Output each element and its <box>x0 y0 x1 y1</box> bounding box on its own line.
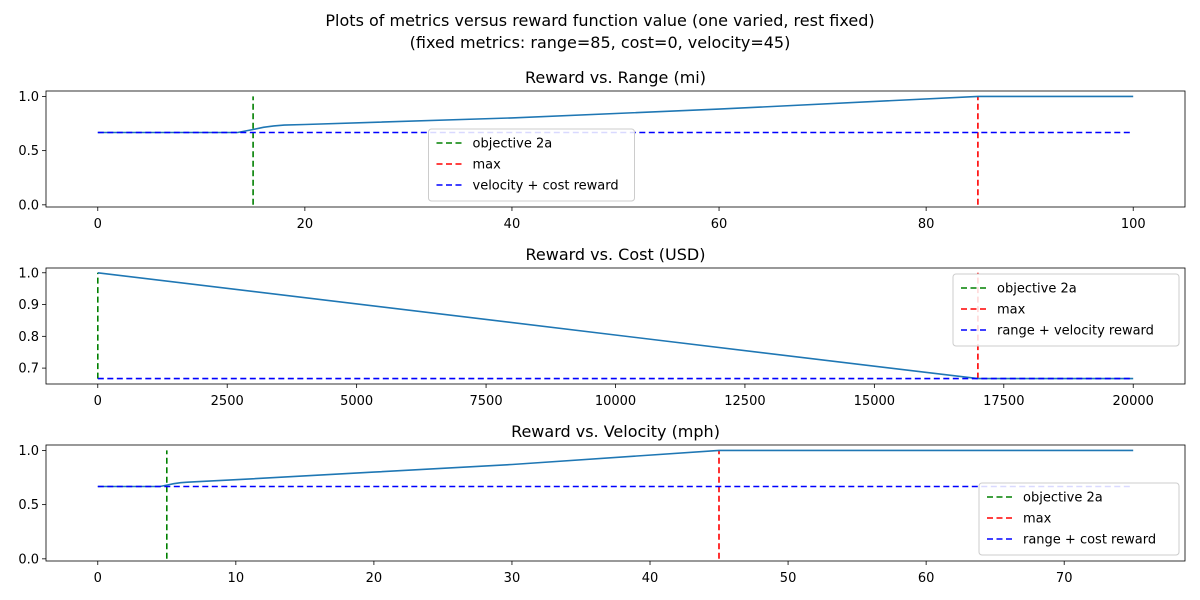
x-tick-label: 20000 <box>1113 394 1154 409</box>
y-tick-label: 0.5 <box>18 144 39 159</box>
legend-label: velocity + cost reward <box>473 179 619 194</box>
x-tick-label: 15000 <box>854 394 895 409</box>
plot-frame <box>45 90 1186 208</box>
x-tick-label: 60 <box>711 217 728 232</box>
x-tick-label: 2500 <box>211 394 244 409</box>
legend-label: objective 2a <box>997 282 1077 297</box>
legend: objective 2a max range + velocity reward <box>952 273 1180 347</box>
subplot-3: Reward vs. Velocity (mph) 0 10 20 30 40 50 60 70… <box>18 422 1186 586</box>
x-tick-label: 7500 <box>470 394 503 409</box>
series-curve-line <box>97 449 1134 488</box>
legend-box <box>978 482 1180 556</box>
x-tick-label: 100 <box>1121 217 1146 232</box>
subplot-title: Reward vs. Velocity (mph) <box>511 422 720 441</box>
y-tick-label: 0.9 <box>18 298 39 313</box>
x-tick-label: 12500 <box>724 394 765 409</box>
subplot-title: Reward vs. Range (mi) <box>525 68 706 87</box>
y-tick-label: 1.0 <box>18 90 39 105</box>
y-tick-label: 0.7 <box>18 362 39 377</box>
legend-label: objective 2a <box>1023 491 1103 506</box>
x-tick-label: 50 <box>780 571 797 586</box>
x-tick-label: 0 <box>94 394 102 409</box>
legend: objective 2a max velocity + cost reward <box>428 128 635 202</box>
x-tick-label: 10 <box>228 571 245 586</box>
x-tick-label: 40 <box>504 217 521 232</box>
plot-frame <box>45 444 1186 562</box>
legend-label: max <box>1023 512 1052 527</box>
legend-label: range + velocity reward <box>997 324 1154 339</box>
y-tick-label: 0.0 <box>18 552 39 567</box>
y-tick-label: 0.8 <box>18 330 39 345</box>
x-tick-label: 30 <box>504 571 521 586</box>
x-tick-label: 17500 <box>983 394 1024 409</box>
subplot-1: Reward vs. Range (mi) 0 20 40 60 80 100 0.0 0.5 1… <box>18 68 1186 232</box>
legend-box <box>952 273 1180 347</box>
series-curve-line <box>97 95 1134 134</box>
x-tick-label: 10000 <box>595 394 636 409</box>
y-tick-label: 1.0 <box>18 266 39 281</box>
x-tick-label: 5000 <box>340 394 373 409</box>
x-tick-label: 20 <box>297 217 314 232</box>
legend-label: max <box>473 158 502 173</box>
legend-label: objective 2a <box>473 137 553 152</box>
x-tick-label: 0 <box>94 217 102 232</box>
y-tick-label: 0.5 <box>18 498 39 513</box>
x-tick-label: 20 <box>366 571 383 586</box>
legend-label: range + cost reward <box>1023 533 1156 548</box>
legend: objective 2a max range + cost reward <box>978 482 1180 556</box>
x-tick-label: 70 <box>1056 571 1073 586</box>
legend-box <box>428 128 635 202</box>
y-tick-label: 0.0 <box>18 198 39 213</box>
subplot-title: Reward vs. Cost (USD) <box>526 245 706 264</box>
x-tick-label: 60 <box>918 571 935 586</box>
x-tick-label: 80 <box>918 217 935 232</box>
y-tick-label: 1.0 <box>18 444 39 459</box>
x-tick-label: 40 <box>642 571 659 586</box>
figure-suptitle-line1: Plots of metrics versus reward function … <box>325 11 874 30</box>
plot-frame <box>45 267 1186 385</box>
x-tick-label: 0 <box>94 571 102 586</box>
figure-suptitle-line2: (fixed metrics: range=85, cost=0, veloci… <box>410 33 791 52</box>
legend-label: max <box>997 303 1026 318</box>
subplot-2: Reward vs. Cost (USD) 0 2500 5000 7500 10000 1… <box>18 245 1186 409</box>
